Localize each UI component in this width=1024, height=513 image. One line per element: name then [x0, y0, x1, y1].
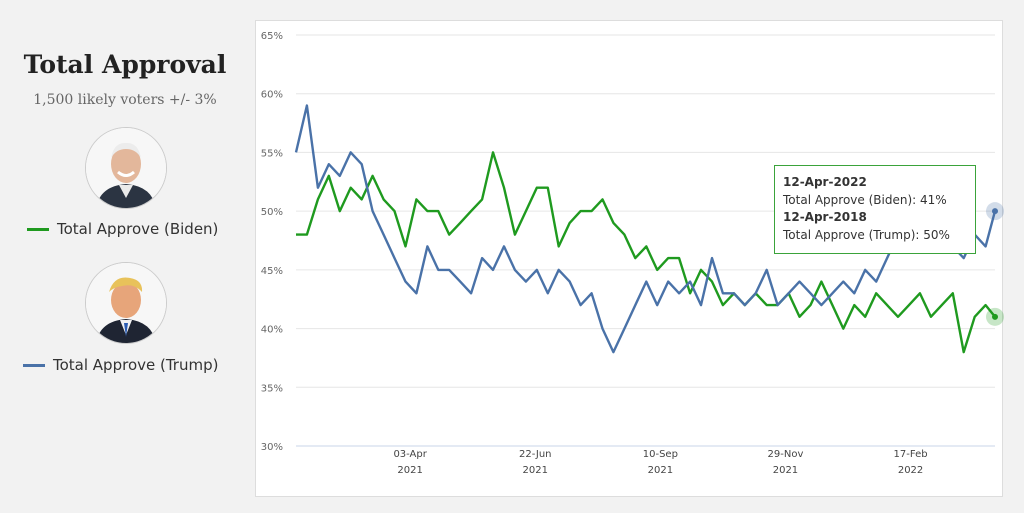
x-tick-year: 2021	[523, 465, 548, 476]
page-subtitle: 1,500 likely voters +/- 3%	[33, 92, 217, 108]
series-line-biden	[296, 151, 996, 354]
y-tick-label: 55%	[261, 148, 283, 159]
x-tick-year: 2021	[397, 465, 422, 476]
x-tick-label: 29-Nov	[768, 449, 804, 460]
y-tick-label: 30%	[261, 442, 283, 453]
x-tick-label: 10-Sep	[643, 449, 678, 460]
tooltip-value-biden: Total Approve (Biden): 41%	[783, 192, 947, 207]
hover-marker-biden	[992, 313, 998, 320]
x-tick-year: 2022	[898, 465, 923, 476]
chart-tooltip: 12-Apr-2022 Total Approve (Biden): 41% 1…	[774, 165, 976, 254]
x-tick-year: 2021	[648, 465, 673, 476]
tooltip-date-biden: 12-Apr-2022	[783, 175, 867, 189]
legend-item-trump[interactable]: Total Approve (Trump)	[23, 356, 218, 374]
x-tick-label: 22-Jun	[519, 449, 552, 460]
legend-label-biden: Total Approve (Biden)	[57, 220, 219, 238]
y-tick-label: 35%	[261, 383, 283, 394]
y-tick-label: 45%	[261, 266, 283, 277]
x-tick-year: 2021	[773, 465, 798, 476]
x-tick-label: 17-Feb	[894, 449, 928, 460]
trump-portrait-icon	[85, 262, 167, 344]
x-tick-label: 03-Apr	[393, 449, 427, 460]
tooltip-value-trump: Total Approve (Trump): 50%	[783, 227, 950, 242]
y-tick-label: 65%	[261, 31, 283, 42]
hover-marker-trump	[992, 208, 998, 215]
series-line-trump	[294, 104, 997, 354]
chart-card	[255, 20, 1003, 497]
legend-swatch-trump	[23, 363, 45, 367]
legend-swatch-biden	[27, 227, 49, 231]
y-tick-label: 40%	[261, 325, 283, 336]
page-title: Total Approval	[23, 50, 227, 79]
y-tick-label: 60%	[261, 90, 283, 101]
legend-label-trump: Total Approve (Trump)	[53, 356, 219, 374]
legend-item-biden[interactable]: Total Approve (Biden)	[27, 220, 218, 238]
tooltip-date-trump: 12-Apr-2018	[783, 210, 867, 224]
sidebar: Total Approval 1,500 likely voters +/- 3…	[0, 0, 250, 513]
biden-portrait-icon	[85, 127, 167, 209]
y-tick-label: 50%	[261, 207, 283, 218]
